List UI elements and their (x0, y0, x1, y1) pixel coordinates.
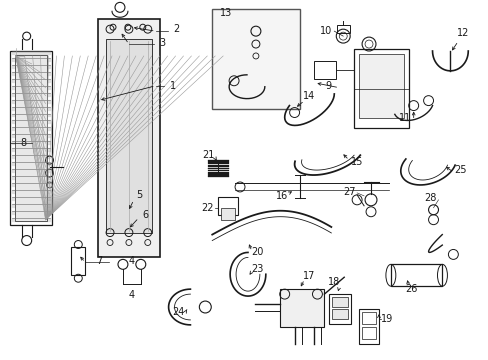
Text: 7: 7 (96, 256, 102, 266)
Text: 15: 15 (350, 157, 363, 167)
Text: 22: 22 (201, 203, 213, 213)
Bar (337, 25, 349, 33)
Text: 12: 12 (456, 28, 468, 38)
Text: 2: 2 (173, 24, 179, 34)
Text: 4: 4 (128, 290, 135, 300)
Bar (279, 289, 324, 327)
Text: 10: 10 (320, 26, 332, 36)
Bar (361, 312, 375, 324)
Text: 8: 8 (20, 138, 27, 148)
Bar (358, 309, 378, 344)
Text: 17: 17 (303, 271, 315, 281)
Bar (71, 247, 85, 275)
Bar (332, 309, 347, 319)
Bar (98, 19, 160, 257)
Text: 16: 16 (275, 191, 287, 201)
Text: 20: 20 (251, 247, 264, 257)
Text: 13: 13 (220, 8, 232, 18)
Text: 14: 14 (303, 91, 315, 101)
Bar (361, 327, 375, 339)
Text: 4: 4 (128, 256, 135, 266)
Bar (106, 39, 151, 233)
Bar (332, 297, 347, 307)
Text: 9: 9 (325, 81, 331, 91)
Text: 3: 3 (159, 38, 165, 48)
Text: 1: 1 (169, 81, 175, 91)
Bar (328, 294, 350, 324)
Text: 5: 5 (135, 190, 142, 200)
Text: 18: 18 (327, 277, 340, 287)
Bar (358, 54, 403, 118)
Bar (218, 197, 238, 215)
Text: 6: 6 (142, 210, 148, 220)
Bar (353, 49, 408, 129)
Bar (314, 61, 336, 79)
Text: 21: 21 (202, 150, 214, 160)
Bar (15, 55, 46, 221)
Text: 25: 25 (453, 165, 466, 175)
Bar (212, 9, 299, 109)
Text: 11: 11 (398, 113, 410, 123)
Text: 23: 23 (251, 264, 264, 274)
Bar (10, 51, 51, 225)
Text: 19: 19 (380, 314, 392, 324)
Text: 24: 24 (172, 307, 184, 317)
Text: 27: 27 (342, 187, 355, 197)
Bar (221, 208, 235, 220)
Bar (390, 264, 442, 286)
Text: 26: 26 (405, 284, 417, 294)
Text: 28: 28 (424, 193, 436, 203)
